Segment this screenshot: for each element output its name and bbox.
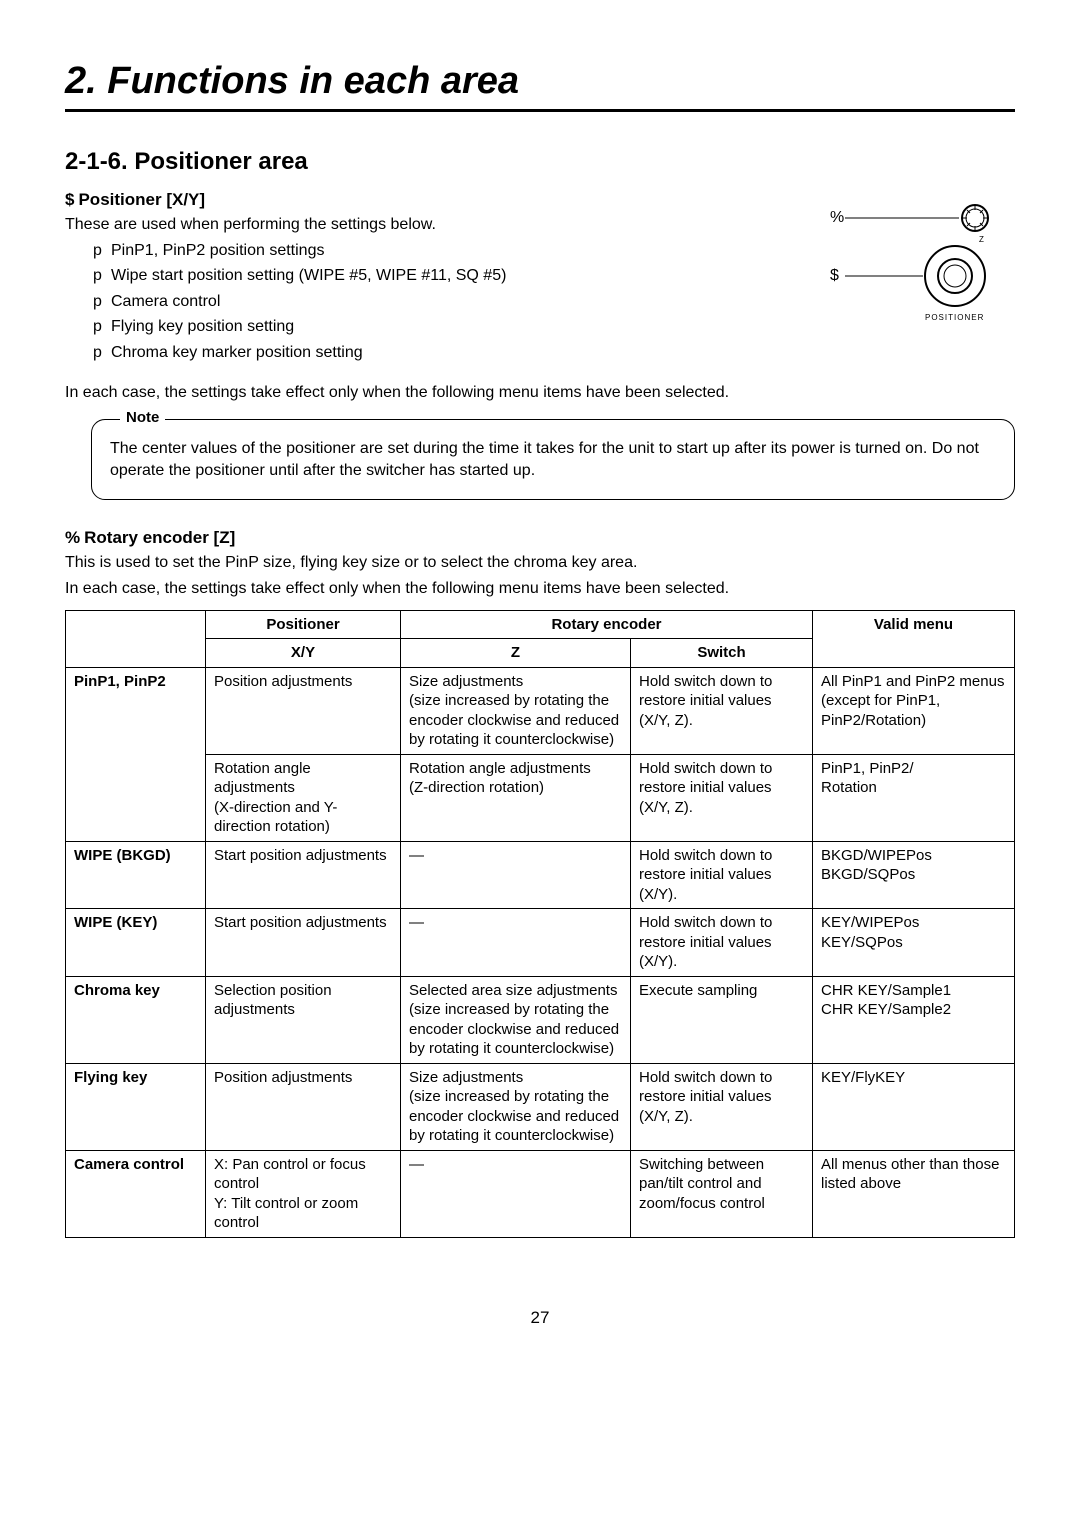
- col-positioner-header: Positioner: [206, 610, 401, 639]
- table-cell: PinP1, PinP2/ Rotation: [813, 754, 1015, 841]
- rotary-heading-text: Rotary encoder [Z]: [84, 528, 235, 547]
- positioner-section: $Positioner [X/Y] These are used when pe…: [65, 188, 795, 368]
- table-cell: Start position adjustments: [206, 841, 401, 909]
- col-xy-header: X/Y: [206, 639, 401, 668]
- table-cell: Rotation angle adjustments (Z-direction …: [401, 754, 631, 841]
- note-box: Note The center values of the positioner…: [91, 419, 1015, 500]
- marker-symbol: %: [65, 528, 80, 547]
- row-name-cell: Camera control: [66, 1150, 206, 1237]
- table-cell: Size adjustments (size increased by rota…: [401, 1063, 631, 1150]
- table-cell: Hold switch down to restore initial valu…: [631, 754, 813, 841]
- page-number: 27: [65, 1308, 1015, 1328]
- bullet-item: pPinP1, PinP2 position settings: [93, 240, 795, 262]
- xy-marker-label: $: [830, 267, 839, 284]
- col-rotary-header: Rotary encoder: [401, 610, 813, 639]
- spec-table-body: PinP1, PinP2Position adjustmentsSize adj…: [66, 667, 1015, 1237]
- rotary-line2: In each case, the settings take effect o…: [65, 578, 1015, 600]
- rotary-heading: %Rotary encoder [Z]: [65, 528, 1015, 548]
- bullet-item: pFlying key position setting: [93, 316, 795, 338]
- table-cell: Switching between pan/tilt control and z…: [631, 1150, 813, 1237]
- table-row: Camera controlX: Pan control or focus co…: [66, 1150, 1015, 1237]
- table-cell: Hold switch down to restore initial valu…: [631, 841, 813, 909]
- row-name-cell: WIPE (KEY): [66, 909, 206, 977]
- positioner-intro: These are used when performing the setti…: [65, 214, 795, 236]
- note-text: The center values of the positioner are …: [110, 438, 996, 481]
- table-cell: X: Pan control or focus control Y: Tilt …: [206, 1150, 401, 1237]
- table-cell: Size adjustments (size increased by rota…: [401, 667, 631, 754]
- col-z-header: Z: [401, 639, 631, 668]
- table-cell: Position adjustments: [206, 667, 401, 754]
- row-name-cell: WIPE (BKGD): [66, 841, 206, 909]
- row-name-cell: PinP1, PinP2: [66, 667, 206, 841]
- spec-table: Positioner Rotary encoder Valid menu X/Y…: [65, 610, 1015, 1238]
- table-cell: Start position adjustments: [206, 909, 401, 977]
- top-content-row: $Positioner [X/Y] These are used when pe…: [65, 188, 1015, 368]
- z-axis-label: Z: [979, 235, 984, 244]
- bullet-item: pChroma key marker position setting: [93, 342, 795, 364]
- positioner-heading: $Positioner [X/Y]: [65, 190, 795, 210]
- table-row: WIPE (KEY)Start position adjustments—Hol…: [66, 909, 1015, 977]
- positioner-after-text: In each case, the settings take effect o…: [65, 382, 1015, 404]
- diagram-caption: POSITIONER: [925, 313, 984, 322]
- rotary-line1: This is used to set the PinP size, flyin…: [65, 552, 1015, 574]
- table-cell: Hold switch down to restore initial valu…: [631, 909, 813, 977]
- table-cell: Rotation angle adjustments (X-direction …: [206, 754, 401, 841]
- bullet-item: pCamera control: [93, 291, 795, 313]
- table-cell: Selection position adjustments: [206, 976, 401, 1063]
- row-name-cell: Flying key: [66, 1063, 206, 1150]
- marker-symbol: $: [65, 190, 74, 209]
- table-cell: CHR KEY/Sample1 CHR KEY/Sample2: [813, 976, 1015, 1063]
- bullet-item: pWipe start position setting (WIPE #5, W…: [93, 265, 795, 287]
- document-page: 2. Functions in each area 2-1-6. Positio…: [0, 0, 1080, 1368]
- table-row: Chroma keySelection position adjustments…: [66, 976, 1015, 1063]
- table-cell: Execute sampling: [631, 976, 813, 1063]
- col-valid-header: Valid menu: [813, 610, 1015, 667]
- row-name-cell: Chroma key: [66, 976, 206, 1063]
- table-cell: All menus other than those listed above: [813, 1150, 1015, 1237]
- table-row: PinP1, PinP2Position adjustmentsSize adj…: [66, 667, 1015, 754]
- table-row: WIPE (BKGD)Start position adjustments—Ho…: [66, 841, 1015, 909]
- section-heading: 2-1-6. Positioner area: [65, 148, 1015, 176]
- table-cell: —: [401, 1150, 631, 1237]
- table-cell: Position adjustments: [206, 1063, 401, 1150]
- table-cell: KEY/WIPEPos KEY/SQPos: [813, 909, 1015, 977]
- table-row: Flying keyPosition adjustmentsSize adjus…: [66, 1063, 1015, 1150]
- positioner-diagram: Z % $ POSITIONER: [825, 188, 1015, 333]
- table-cell: Hold switch down to restore initial valu…: [631, 1063, 813, 1150]
- table-cell: KEY/FlyKEY: [813, 1063, 1015, 1150]
- bullet-list: pPinP1, PinP2 position settings pWipe sta…: [65, 240, 795, 364]
- col-blank-header: [66, 610, 206, 667]
- col-switch-header: Switch: [631, 639, 813, 668]
- positioner-heading-text: Positioner [X/Y]: [78, 190, 205, 209]
- table-cell: Hold switch down to restore initial valu…: [631, 667, 813, 754]
- note-label: Note: [120, 409, 165, 426]
- table-cell: Selected area size adjustments (size inc…: [401, 976, 631, 1063]
- table-row: Rotation angle adjustments (X-direction …: [66, 754, 1015, 841]
- z-marker-label: %: [830, 209, 844, 226]
- table-cell: —: [401, 841, 631, 909]
- chapter-title: 2. Functions in each area: [65, 60, 1015, 112]
- table-cell: All PinP1 and PinP2 menus (except for Pi…: [813, 667, 1015, 754]
- table-cell: BKGD/WIPEPos BKGD/SQPos: [813, 841, 1015, 909]
- table-cell: —: [401, 909, 631, 977]
